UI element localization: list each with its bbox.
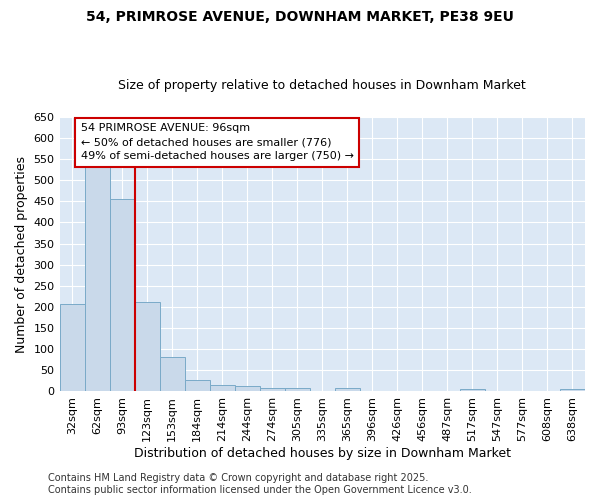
Bar (560, 390, 585, 392)
Bar (260, 388, 285, 392)
Bar (335, 388, 360, 392)
Bar (209, 385, 235, 392)
Bar (285, 388, 310, 392)
Text: 54 PRIMROSE AVENUE: 96sqm
← 50% of detached houses are smaller (776)
49% of semi: 54 PRIMROSE AVENUE: 96sqm ← 50% of detac… (81, 123, 354, 161)
Y-axis label: Number of detached properties: Number of detached properties (15, 156, 28, 352)
Bar (235, 386, 260, 392)
X-axis label: Distribution of detached houses by size in Downham Market: Distribution of detached houses by size … (134, 447, 511, 460)
Bar (460, 390, 485, 392)
Bar (110, 199, 134, 392)
Bar (185, 380, 209, 392)
Bar (85, 166, 110, 392)
Bar (160, 357, 185, 392)
Bar (59, 304, 85, 392)
Text: 54, PRIMROSE AVENUE, DOWNHAM MARKET, PE38 9EU: 54, PRIMROSE AVENUE, DOWNHAM MARKET, PE3… (86, 10, 514, 24)
Title: Size of property relative to detached houses in Downham Market: Size of property relative to detached ho… (118, 79, 526, 92)
Text: Contains HM Land Registry data © Crown copyright and database right 2025.
Contai: Contains HM Land Registry data © Crown c… (48, 474, 472, 495)
Bar (134, 302, 160, 392)
